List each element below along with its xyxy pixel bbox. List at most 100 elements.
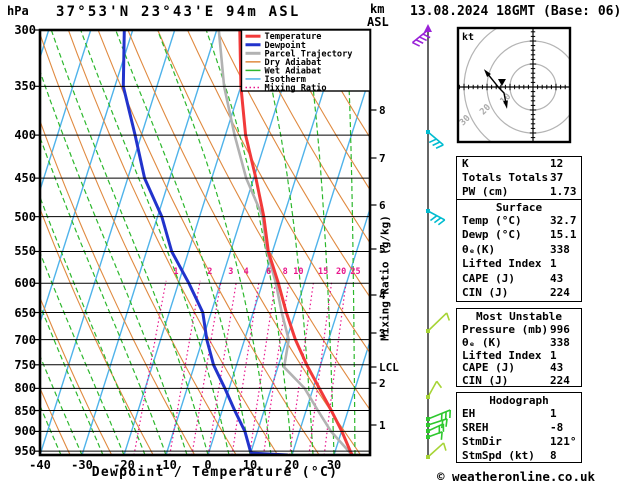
- mixing-ratio-value-label: 8: [283, 267, 288, 277]
- mixing-ratio-line: [289, 280, 315, 455]
- hodograph-trace-arrowhead: [503, 100, 508, 109]
- panel-box-most-unstable: Most Unstable Pressure (mb) 996 θₑ (K) 338 Li…: [456, 308, 582, 387]
- temp-tick-label: 20: [284, 458, 300, 472]
- panel-row-k: K 12: [457, 157, 581, 171]
- legend-label: Mixing Ratio: [265, 83, 327, 94]
- mixing-ratio-value-label: 25: [350, 267, 360, 277]
- wind-barb-station-dot: [426, 130, 430, 134]
- pressure-tick-label: 500: [14, 209, 36, 224]
- wind-barb: [426, 209, 446, 226]
- panel-row-label: StmSpd (kt): [462, 448, 535, 462]
- panel-row-value: 121°: [550, 434, 577, 448]
- dry-adiabat-line: [187, 30, 370, 354]
- pressure-tick-label: 850: [14, 403, 36, 418]
- panel-box-surface: Surface Temp (°C) 32.7 Dewp (°C) 15.1 θₑ(K) 33…: [456, 199, 582, 302]
- wind-barb: [426, 442, 447, 459]
- wind-barb-feather: [412, 41, 420, 47]
- panel-row-label: θₑ(K): [462, 242, 496, 256]
- wind-barb-staff: [427, 312, 448, 332]
- panel-row-pressure-mb-: Pressure (mb) 996: [457, 323, 581, 336]
- x-axis-label: Dewpoint / Temperature (°C): [91, 465, 339, 480]
- panel-row-cin-j-: CIN (J) 224: [457, 374, 581, 387]
- mixing-ratio-value-label: 20: [336, 267, 346, 277]
- pressure-tick-label: 950: [14, 444, 36, 459]
- plot-frame: [38, 28, 372, 457]
- dry-adiabat-line: [276, 30, 370, 191]
- panel-row-value: 32.7: [550, 214, 577, 227]
- dry-adiabat-line: [67, 30, 279, 455]
- panel-row-value: 1.73: [550, 185, 577, 199]
- wind-barb-feather: [419, 36, 427, 42]
- isotherm-line: [165, 30, 302, 455]
- panel-title: Hodograph: [489, 394, 549, 407]
- wind-barb-feather: [442, 442, 447, 451]
- legend-label: Dewpoint: [265, 40, 306, 51]
- dewpoint-curve: [121, 30, 288, 455]
- temp-tick-label: 30: [326, 458, 342, 472]
- wind-barb-feather: [440, 431, 443, 440]
- km-tick-label: 1: [379, 419, 386, 432]
- wet-adiabat-line: [80, 30, 230, 455]
- km-tick-label: 5: [379, 243, 386, 256]
- hodograph-unit-label: kt: [462, 32, 474, 43]
- panel-row-label: EH: [462, 407, 476, 420]
- panel-row-label: K: [462, 157, 469, 170]
- mixing-ratio-value-label: 3: [228, 267, 233, 277]
- mixing-ratio-axis-label: Mixing Ratio (g/kg): [378, 215, 392, 341]
- km-tick-label: 4: [379, 289, 386, 302]
- hodograph-trace: [486, 72, 507, 105]
- pressure-axis-unit-label: hPa: [7, 4, 29, 18]
- panel-row-totals-totals: Totals Totals 37: [457, 171, 581, 185]
- wind-barb-station-dot: [426, 423, 430, 427]
- hodograph-trace-arrowhead: [483, 69, 491, 77]
- hodograph-frame: [456, 26, 572, 144]
- panel-row-label: CAPE (J): [462, 361, 515, 375]
- wind-barb-feather: [445, 312, 451, 321]
- panel-row-dewp-c-: Dewp (°C) 15.1: [457, 228, 581, 242]
- wind-barb-station-dot: [426, 417, 430, 421]
- temperature-curve: [238, 30, 354, 455]
- panel-row-value: 1: [550, 348, 557, 362]
- wind-barb-arrowhead: [424, 24, 432, 32]
- isotherm-line: [207, 30, 344, 455]
- pressure-tick-label: 800: [14, 381, 36, 396]
- wet-adiabat-line: [50, 30, 209, 455]
- wind-barb-staff: [427, 418, 448, 426]
- wind-barb-feather: [428, 138, 437, 144]
- station-title: 37°53'N 23°43'E 94m ASL: [56, 4, 301, 20]
- legend-label: Parcel Trajectory: [265, 49, 353, 59]
- panel-row-value: 8: [550, 448, 557, 462]
- panel-row--k-: θₑ (K) 338: [457, 336, 581, 349]
- panel-row-value: 224: [550, 374, 570, 388]
- km-tick-label: 7: [379, 152, 386, 165]
- panel-row-value: 37: [550, 171, 564, 185]
- panel-row-cape-j-: CAPE (J) 43: [457, 361, 581, 374]
- panel-row-label: Dewp (°C): [462, 228, 522, 242]
- pressure-tick-label: 300: [14, 23, 36, 37]
- mixing-ratio-line: [323, 280, 347, 455]
- pressure-tick-label: 650: [14, 305, 36, 320]
- panel-row-value: 338: [550, 335, 570, 349]
- isotherm-line: [81, 30, 218, 455]
- mixing-ratio-line: [249, 280, 277, 455]
- panel-row-label: StmDir: [462, 434, 502, 448]
- wind-barb-station-dot: [426, 455, 430, 459]
- panel-row-stmdir: StmDir 121°: [457, 435, 581, 449]
- panel-row-label: CAPE (J): [462, 271, 515, 285]
- panel-row-pw-cm-: PW (cm) 1.73: [457, 185, 581, 199]
- mixing-ratio-value-label: 10: [293, 267, 303, 277]
- wind-barb: [426, 431, 443, 440]
- km-tick-label: 6: [379, 199, 386, 212]
- panel-row-label: SREH: [462, 420, 489, 434]
- panel-row-label: θₑ (K): [462, 335, 502, 349]
- mixing-ratio-value-label: 2: [207, 267, 212, 277]
- isotherm-line: [40, 30, 134, 325]
- wind-barb-staff: [427, 431, 443, 438]
- temp-tick-label: 10: [242, 458, 258, 472]
- wind-barb-station-dot: [426, 209, 430, 213]
- pressure-tick-label: 750: [14, 357, 36, 372]
- wet-adiabat-line: [115, 30, 251, 455]
- temp-tick-label: -20: [113, 458, 135, 472]
- panel-row--k-: θₑ(K) 338: [457, 243, 581, 257]
